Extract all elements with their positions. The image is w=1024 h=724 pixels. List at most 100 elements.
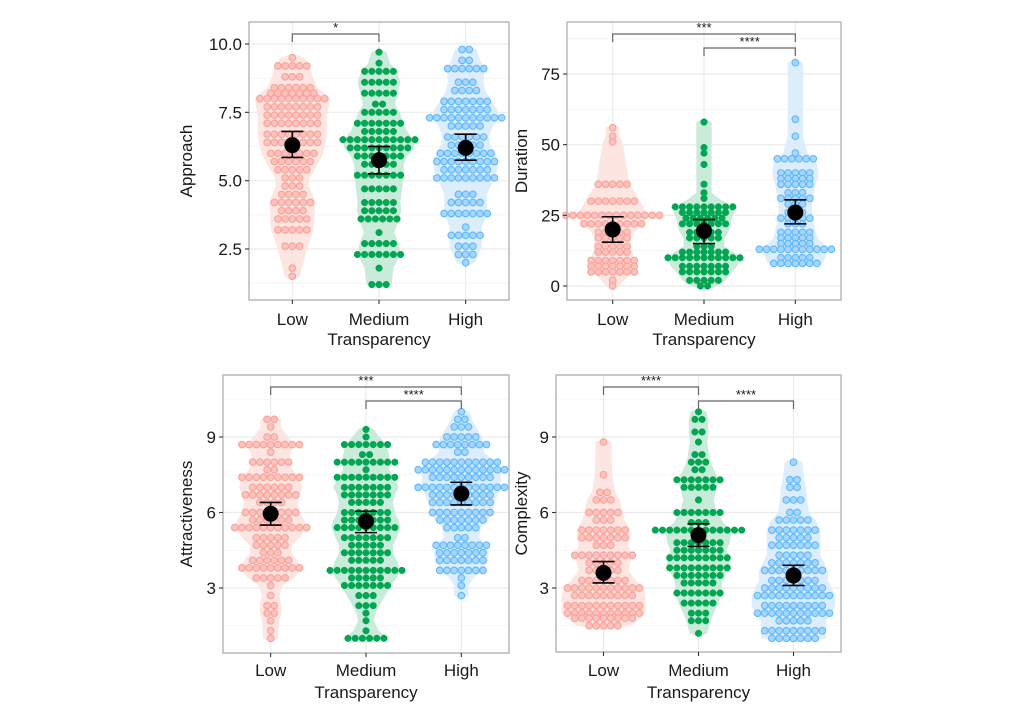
data-point <box>450 523 458 532</box>
data-point <box>687 508 695 517</box>
data-point <box>263 491 271 499</box>
data-point <box>789 626 798 635</box>
data-point <box>798 200 807 208</box>
data-point <box>397 250 405 259</box>
data-point <box>389 136 397 144</box>
data-point <box>313 94 322 103</box>
data-point <box>288 440 297 449</box>
mean-marker <box>785 567 802 584</box>
data-point <box>281 72 289 81</box>
data-point <box>375 136 383 144</box>
data-point <box>358 634 366 642</box>
data-point <box>471 483 480 492</box>
data-point <box>277 157 286 166</box>
data-point <box>804 516 812 524</box>
mean-marker <box>358 513 374 530</box>
data-point <box>292 157 300 166</box>
data-point <box>382 185 390 193</box>
data-point <box>811 634 819 643</box>
data-point <box>458 64 466 73</box>
data-point <box>333 458 341 466</box>
data-point <box>608 282 617 290</box>
data-point <box>585 621 593 630</box>
data-point <box>274 541 282 550</box>
data-point <box>471 548 480 557</box>
data-point <box>355 556 363 564</box>
data-point <box>468 440 476 449</box>
data-point <box>673 526 681 534</box>
data-point <box>796 626 805 635</box>
data-point <box>389 152 397 160</box>
data-point <box>500 465 509 474</box>
data-point <box>368 67 376 75</box>
data-point <box>379 100 387 108</box>
data-point <box>435 548 444 557</box>
data-point <box>376 458 384 466</box>
data-point <box>361 89 369 97</box>
data-point <box>368 119 376 127</box>
significance-bracket <box>703 47 796 56</box>
data-point <box>362 466 370 474</box>
data-point <box>252 541 261 550</box>
data-point <box>373 634 381 642</box>
data-point <box>368 239 376 248</box>
data-point <box>569 211 577 220</box>
x-tick-label: Low <box>597 310 629 329</box>
data-point <box>447 231 456 240</box>
data-point <box>274 226 282 234</box>
data-point <box>469 165 477 174</box>
data-point <box>702 571 710 579</box>
data-point <box>811 541 819 550</box>
data-point <box>355 549 363 557</box>
data-point <box>486 498 494 507</box>
data-point <box>471 523 480 532</box>
data-point <box>288 564 297 572</box>
data-point <box>288 165 297 174</box>
data-point <box>270 465 279 474</box>
significance-bracket <box>612 33 796 42</box>
data-point <box>376 556 384 564</box>
data-point <box>608 180 617 189</box>
data-point <box>760 609 769 618</box>
data-point <box>361 185 369 193</box>
data-point <box>346 144 354 152</box>
data-point <box>687 617 695 625</box>
data-point <box>376 534 384 542</box>
data-point <box>805 214 814 223</box>
data-point <box>443 465 451 474</box>
data-point <box>775 591 783 600</box>
data-point <box>277 508 286 517</box>
data-point <box>693 276 701 284</box>
data-point <box>299 111 307 119</box>
data-point <box>813 259 821 268</box>
data-point <box>775 533 783 542</box>
data-point <box>469 157 477 166</box>
data-point <box>333 524 341 532</box>
data-point <box>784 200 792 208</box>
data-point <box>295 62 304 70</box>
data-point <box>428 508 437 517</box>
data-point <box>277 458 286 467</box>
data-point <box>306 103 315 111</box>
data-point <box>362 574 370 582</box>
data-point <box>796 516 805 524</box>
data-point <box>376 516 384 524</box>
data-point <box>295 89 304 98</box>
data-point <box>369 483 377 491</box>
data-point <box>355 498 363 506</box>
data-point <box>299 103 307 111</box>
data-point <box>397 144 405 152</box>
data-point <box>707 254 715 262</box>
data-point <box>348 574 356 582</box>
data-point <box>709 508 717 517</box>
data-point <box>768 634 776 643</box>
data-point <box>687 599 695 607</box>
data-point <box>288 272 297 281</box>
data-point <box>630 197 639 206</box>
data-point <box>375 250 383 259</box>
data-point <box>700 149 708 157</box>
data-point <box>464 556 473 565</box>
data-point <box>451 64 459 73</box>
y-tick-label: 25 <box>541 206 560 225</box>
data-point <box>259 473 268 482</box>
